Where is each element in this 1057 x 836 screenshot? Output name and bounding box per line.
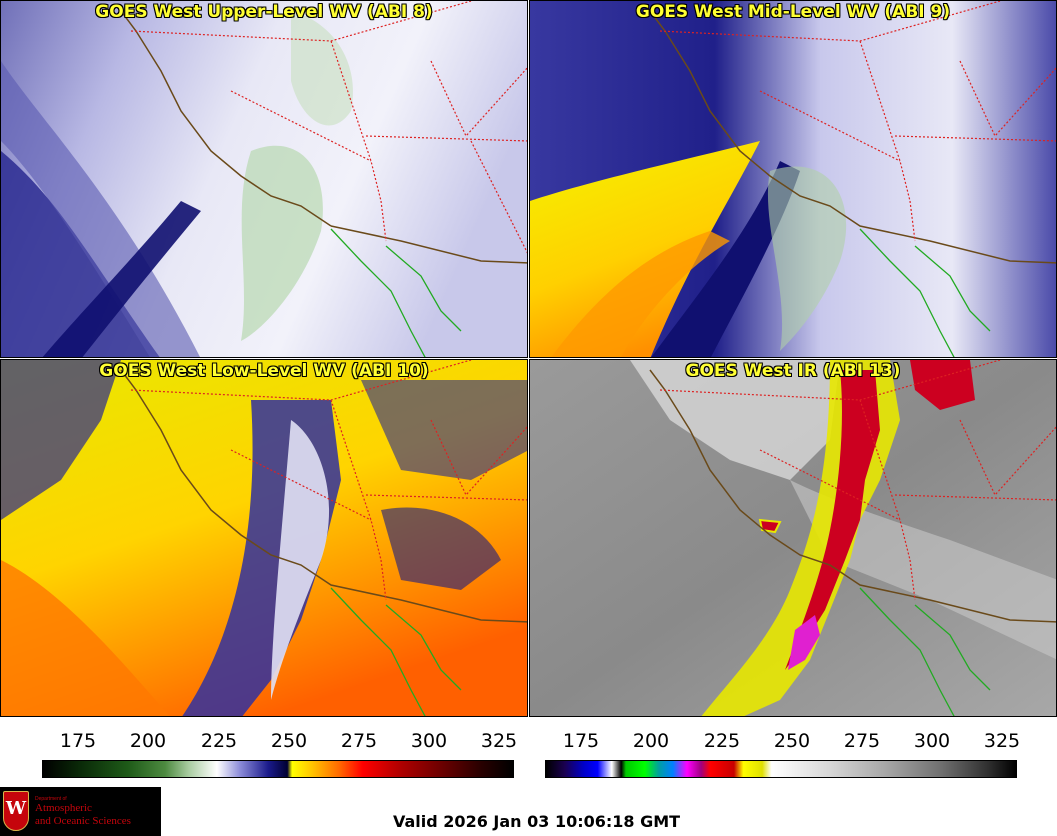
low-level-wv-panel: GOES West Low-Level WV (ABI 10) [0,359,528,717]
ir-image [530,360,1056,716]
tick-label: 300 [410,730,448,752]
wv-colorbar: 175 200 225 250 275 300 325 [42,730,518,780]
tick-label: 200 [129,730,167,752]
tick-label: 325 [983,730,1021,752]
panel-title: GOES West Upper-Level WV (ABI 8) [95,2,433,22]
tick-label: 200 [632,730,670,752]
wv-colorbar-ticks: 175 200 225 250 275 300 325 [42,730,518,756]
tick-label: 300 [913,730,951,752]
low-level-wv-image [1,360,527,716]
upper-level-wv-panel: GOES West Upper-Level WV (ABI 8) [0,0,528,358]
upper-level-wv-image [1,1,527,357]
panel-title: GOES West IR (ABI 13) [685,361,901,381]
ir-colorbar-gradient [545,760,1017,778]
tick-label: 250 [270,730,308,752]
logo-dept-line: Department of [35,796,67,802]
logo-line-2: and Oceanic Sciences [35,815,131,827]
valid-time: Valid 2026 Jan 03 10:06:18 GMT [393,812,681,831]
ir-colorbar-ticks: 175 200 225 250 275 300 325 [545,730,1021,756]
aos-logo: W Department of Atmospheric and Oceanic … [0,787,161,836]
panel-title: GOES West Mid-Level WV (ABI 9) [635,2,951,22]
ir-panel: GOES West IR (ABI 13) [529,359,1057,717]
tick-label: 275 [340,730,378,752]
mid-level-wv-image [530,1,1056,357]
ir-colorbar: 175 200 225 250 275 300 325 [545,730,1021,780]
tick-label: 225 [200,730,238,752]
tick-label: 325 [480,730,518,752]
tick-label: 275 [843,730,881,752]
tick-label: 175 [59,730,97,752]
panel-title: GOES West Low-Level WV (ABI 10) [99,361,429,381]
tick-label: 225 [703,730,741,752]
tick-label: 175 [562,730,600,752]
wv-colorbar-gradient [42,760,514,778]
mid-level-wv-panel: GOES West Mid-Level WV (ABI 9) [529,0,1057,358]
uw-crest-icon: W [3,791,29,831]
logo-line-1: Atmospheric [35,802,92,814]
tick-label: 250 [773,730,811,752]
